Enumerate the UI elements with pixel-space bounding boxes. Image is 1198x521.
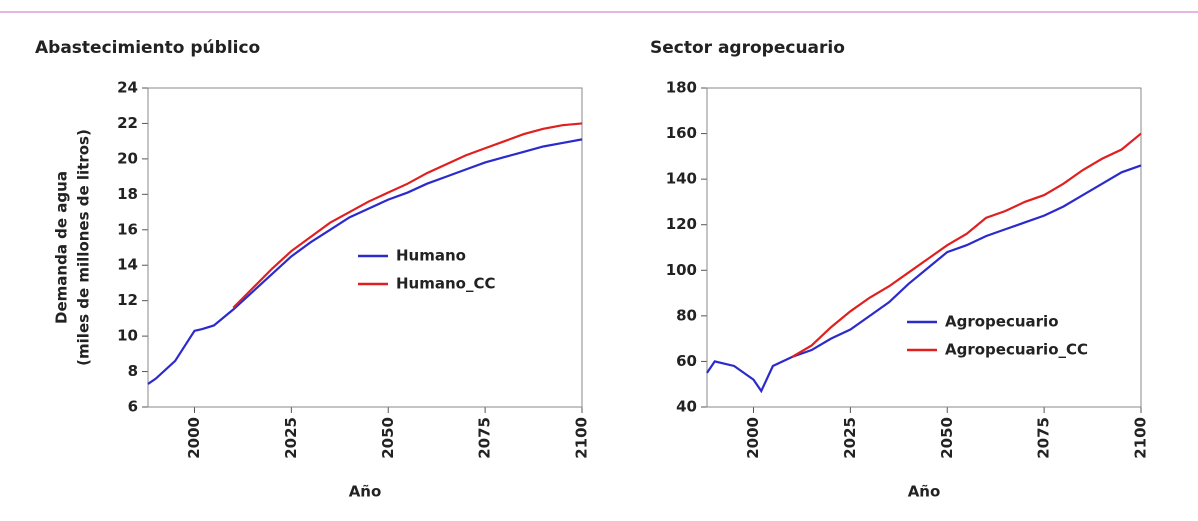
y-tick-label: 100	[666, 261, 697, 279]
y-axis-label: Demanda de agua	[53, 171, 71, 324]
series-line	[147, 138, 583, 385]
legend-label: Agropecuario_CC	[945, 341, 1088, 359]
y-tick-label: 12	[117, 291, 138, 309]
y-axis-label: (miles de millones de litros)	[75, 129, 93, 366]
series-line	[791, 132, 1142, 358]
y-tick-label: 120	[666, 215, 697, 233]
x-tick-label: 2000	[185, 417, 203, 459]
x-tick-label: 2075	[476, 417, 494, 459]
x-tick-label: 2050	[938, 417, 956, 459]
y-tick-label: 6	[128, 398, 138, 416]
chart-title: Abastecimiento público	[35, 38, 260, 58]
y-tick-label: 10	[117, 327, 138, 345]
y-tick-label: 24	[117, 79, 138, 97]
legend-label: Humano	[396, 247, 466, 265]
y-tick-label: 22	[117, 114, 138, 132]
y-tick-label: 80	[676, 306, 697, 324]
x-tick-label: 2000	[744, 417, 762, 459]
y-tick-label: 8	[128, 362, 138, 380]
y-tick-label: 20	[117, 149, 138, 167]
y-tick-label: 60	[676, 352, 697, 370]
y-tick-label: 180	[666, 79, 697, 97]
x-tick-label: 2100	[573, 417, 591, 459]
chart-title: Sector agropecuario	[650, 38, 845, 58]
y-tick-label: 16	[117, 220, 138, 238]
y-tick-label: 40	[676, 398, 697, 416]
x-tick-label: 2100	[1132, 417, 1150, 459]
x-axis-label: Año	[349, 483, 382, 501]
y-tick-label: 14	[117, 256, 138, 274]
x-tick-label: 2075	[1035, 417, 1053, 459]
series-line	[232, 122, 583, 309]
x-axis-label: Año	[908, 483, 941, 501]
y-tick-label: 18	[117, 185, 138, 203]
legend-label: Agropecuario	[945, 313, 1059, 331]
x-tick-label: 2025	[841, 417, 859, 459]
legend-label: Humano_CC	[396, 275, 496, 293]
x-tick-label: 2050	[379, 417, 397, 459]
y-tick-label: 160	[666, 124, 697, 142]
series-line	[706, 164, 1142, 394]
y-tick-label: 140	[666, 170, 697, 188]
plot-frame	[147, 87, 583, 408]
plot-frame	[706, 87, 1142, 408]
x-tick-label: 2025	[282, 417, 300, 459]
